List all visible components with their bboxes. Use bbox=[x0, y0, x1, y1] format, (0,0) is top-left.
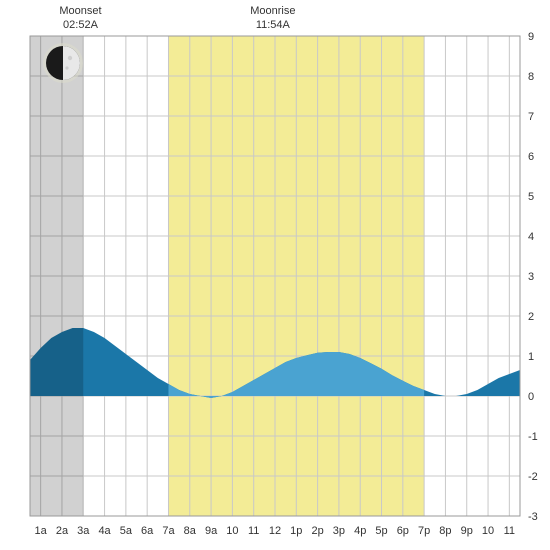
svg-text:5p: 5p bbox=[375, 525, 387, 537]
svg-text:4p: 4p bbox=[354, 525, 366, 537]
moonrise-time: 11:54A bbox=[256, 19, 290, 31]
svg-text:8: 8 bbox=[528, 71, 534, 83]
svg-text:3p: 3p bbox=[333, 525, 345, 537]
moonrise-label: Moonrise 11:54A bbox=[243, 4, 303, 33]
moonrise-text: Moonrise bbox=[250, 5, 295, 17]
svg-text:4: 4 bbox=[528, 231, 534, 243]
svg-text:9p: 9p bbox=[461, 525, 473, 537]
svg-text:11: 11 bbox=[504, 525, 515, 537]
svg-text:7p: 7p bbox=[418, 525, 430, 537]
svg-text:-3: -3 bbox=[528, 511, 538, 523]
svg-text:9: 9 bbox=[528, 31, 534, 43]
svg-text:6a: 6a bbox=[141, 525, 154, 537]
tide-chart: -3-2-101234567891a2a3a4a5a6a7a8a9a101112… bbox=[0, 0, 550, 550]
svg-text:1: 1 bbox=[528, 351, 534, 363]
svg-text:5a: 5a bbox=[120, 525, 133, 537]
svg-text:3: 3 bbox=[528, 271, 534, 283]
svg-text:1a: 1a bbox=[35, 525, 48, 537]
svg-text:3a: 3a bbox=[77, 525, 90, 537]
moonset-text: Moonset bbox=[59, 5, 101, 17]
svg-text:12: 12 bbox=[269, 525, 281, 537]
svg-text:6: 6 bbox=[528, 151, 534, 163]
svg-text:10: 10 bbox=[226, 525, 238, 537]
svg-text:-1: -1 bbox=[528, 431, 538, 443]
moonset-label: Moonset 02:52A bbox=[50, 4, 110, 33]
svg-text:2a: 2a bbox=[56, 525, 69, 537]
svg-text:7a: 7a bbox=[162, 525, 175, 537]
moonset-time: 02:52A bbox=[63, 19, 98, 31]
svg-text:-2: -2 bbox=[528, 471, 538, 483]
svg-text:10: 10 bbox=[482, 525, 494, 537]
svg-text:9a: 9a bbox=[205, 525, 218, 537]
svg-text:8p: 8p bbox=[439, 525, 451, 537]
moon-phase-icon bbox=[42, 42, 84, 84]
svg-text:6p: 6p bbox=[397, 525, 409, 537]
svg-text:11: 11 bbox=[248, 525, 259, 537]
svg-text:2p: 2p bbox=[311, 525, 323, 537]
svg-text:4a: 4a bbox=[98, 525, 111, 537]
svg-text:7: 7 bbox=[528, 111, 534, 123]
svg-text:0: 0 bbox=[528, 391, 534, 403]
svg-text:2: 2 bbox=[528, 311, 534, 323]
svg-text:8a: 8a bbox=[184, 525, 197, 537]
svg-text:5: 5 bbox=[528, 191, 534, 203]
svg-text:1p: 1p bbox=[290, 525, 302, 537]
